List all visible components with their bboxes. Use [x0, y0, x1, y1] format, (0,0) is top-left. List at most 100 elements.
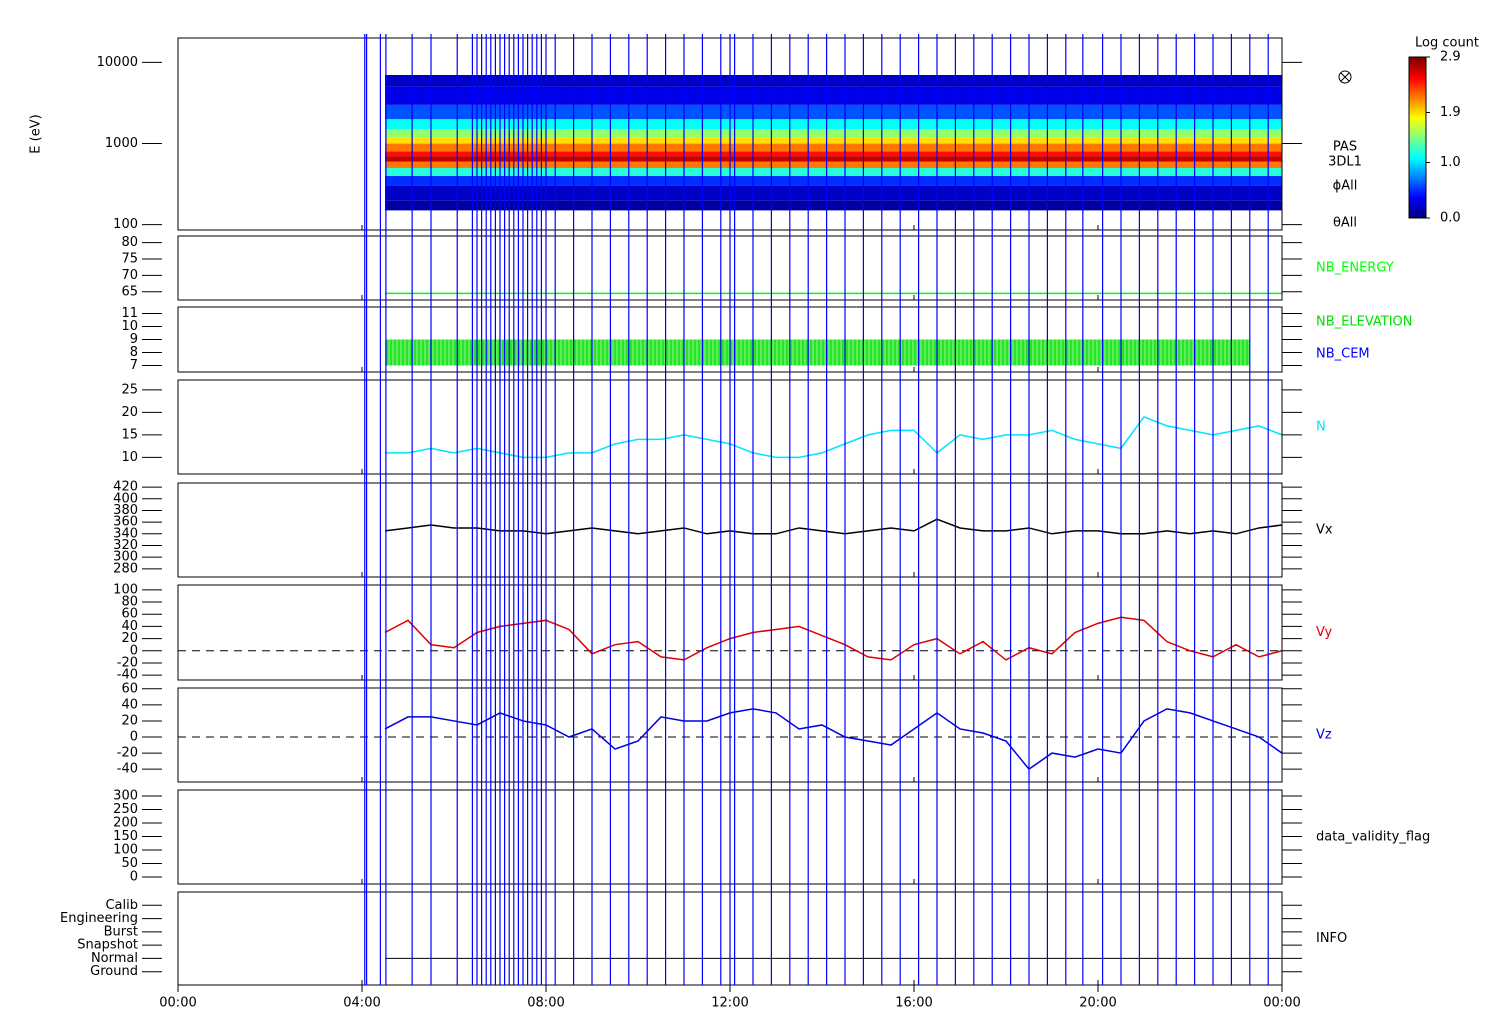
colorbar-swatch [1409, 133, 1426, 136]
colorbar-swatch [1409, 117, 1426, 120]
colorbar-swatch [1409, 171, 1426, 175]
y-tick-label: 80 [121, 595, 138, 610]
y-tick-label: 200 [113, 815, 138, 830]
series-line [384, 518, 1283, 535]
y-tick-label: 320 [113, 538, 138, 553]
colorbar-swatch [1409, 209, 1426, 213]
category-label: Snapshot [77, 938, 138, 953]
spectrogram-cell [385, 161, 1282, 168]
colorbar-swatch [1409, 177, 1426, 181]
colorbar-swatch [1409, 67, 1426, 70]
y-tick-label: 100 [113, 217, 138, 232]
colorbar-swatch [1409, 59, 1426, 62]
y-tick-label: 25 [121, 382, 138, 397]
y-tick-label: 10000 [97, 55, 138, 70]
y-tick-label: 400 [113, 491, 138, 506]
y-tick-label: -40 [117, 762, 138, 777]
x-tick-label: 00:00 [1263, 996, 1300, 1011]
colorbar-swatch [1409, 191, 1426, 195]
x-tick-label: 16:00 [895, 996, 932, 1011]
colorbar-swatch [1409, 143, 1426, 147]
colorbar-swatch [1409, 147, 1426, 151]
y-axis-label: E (eV) [29, 114, 44, 153]
colorbar-swatch [1409, 89, 1426, 92]
colorbar-tick-label: 2.9 [1440, 50, 1461, 65]
y-tick-label: 0 [130, 869, 138, 884]
colorbar-swatch [1409, 109, 1426, 112]
colorbar-swatch [1409, 185, 1426, 189]
colorbar-swatch [1409, 159, 1426, 163]
series-label: Vz [1316, 728, 1332, 743]
y-tick-label: 300 [113, 788, 138, 803]
colorbar-swatch [1409, 125, 1426, 128]
y-tick-label: 380 [113, 503, 138, 518]
colorbar-swatch [1409, 131, 1426, 134]
series-label: NB_ENERGY [1316, 261, 1394, 276]
colorbar-swatch [1409, 97, 1426, 100]
colorbar-swatch [1409, 205, 1426, 209]
icon [1340, 72, 1350, 82]
colorbar-swatch [1409, 179, 1426, 183]
colorbar-swatch [1409, 153, 1426, 157]
y-tick-label: 75 [121, 251, 138, 266]
colorbar-swatch [1409, 189, 1426, 193]
colorbar-swatch [1409, 57, 1426, 60]
colorbar-swatch [1409, 77, 1426, 80]
colorbar-swatch [1409, 195, 1426, 199]
colorbar-swatch [1409, 165, 1426, 169]
panel-label: ϕAll [1333, 179, 1358, 194]
colorbar-swatch [1409, 187, 1426, 191]
colorbar-swatch [1409, 101, 1426, 104]
colorbar-swatch [1409, 197, 1426, 201]
series-line [384, 616, 1283, 661]
y-tick-label: 340 [113, 526, 138, 541]
colorbar-swatch [1409, 175, 1426, 179]
colorbar-frame [1408, 56, 1427, 219]
series-label: INFO [1316, 931, 1347, 946]
series-line [385, 415, 1283, 459]
colorbar-swatch [1409, 173, 1426, 177]
colorbar-swatch [1409, 149, 1426, 153]
colorbar-swatch [1409, 145, 1426, 149]
y-tick-label: 7 [130, 358, 138, 373]
colorbar-swatch [1409, 155, 1426, 159]
colorbar-swatch [1409, 75, 1426, 78]
colorbar-swatch [1409, 137, 1426, 141]
colorbar-swatch [1409, 169, 1426, 173]
y-tick-label: 420 [113, 480, 138, 495]
y-tick-label: 60 [121, 607, 138, 622]
series-label: data_validity_flag [1316, 830, 1430, 845]
x-tick-label: 08:00 [527, 996, 564, 1011]
colorbar-swatch [1409, 163, 1426, 167]
category-label: Calib [105, 898, 138, 913]
spectrogram-cell [385, 137, 1282, 144]
spectrogram-cell [385, 200, 1282, 211]
y-tick-label: 11 [121, 306, 138, 321]
series-label: NB_ELEVATION [1316, 314, 1413, 329]
colorbar-swatch [1409, 129, 1426, 132]
y-tick-label: 10 [121, 450, 138, 465]
colorbar-swatch [1409, 95, 1426, 98]
colorbar-swatch [1409, 215, 1426, 219]
colorbar-tick-label: 1.9 [1440, 105, 1461, 120]
series-label: N [1316, 420, 1326, 435]
colorbar-swatch [1409, 201, 1426, 205]
colorbar-swatch [1409, 99, 1426, 102]
colorbar-swatch [1409, 207, 1426, 211]
colorbar-swatch [1409, 63, 1426, 66]
colorbar-swatch [1409, 111, 1426, 114]
y-tick-label: 360 [113, 515, 138, 530]
spectrogram-cell [385, 175, 1282, 186]
icon [1338, 70, 1352, 84]
y-tick-label: 0 [130, 730, 138, 745]
colorbar-swatch [1409, 91, 1426, 94]
category-label: Ground [90, 964, 138, 979]
spectrogram-cell [385, 104, 1282, 120]
colorbar-swatch [1409, 83, 1426, 86]
y-tick-label: 50 [121, 856, 138, 871]
colorbar-swatch [1409, 119, 1426, 122]
category-label: Engineering [60, 911, 138, 926]
panel-label: θAll [1333, 216, 1357, 231]
panel-label: PAS [1333, 140, 1357, 155]
y-tick-label: -20 [117, 746, 138, 761]
